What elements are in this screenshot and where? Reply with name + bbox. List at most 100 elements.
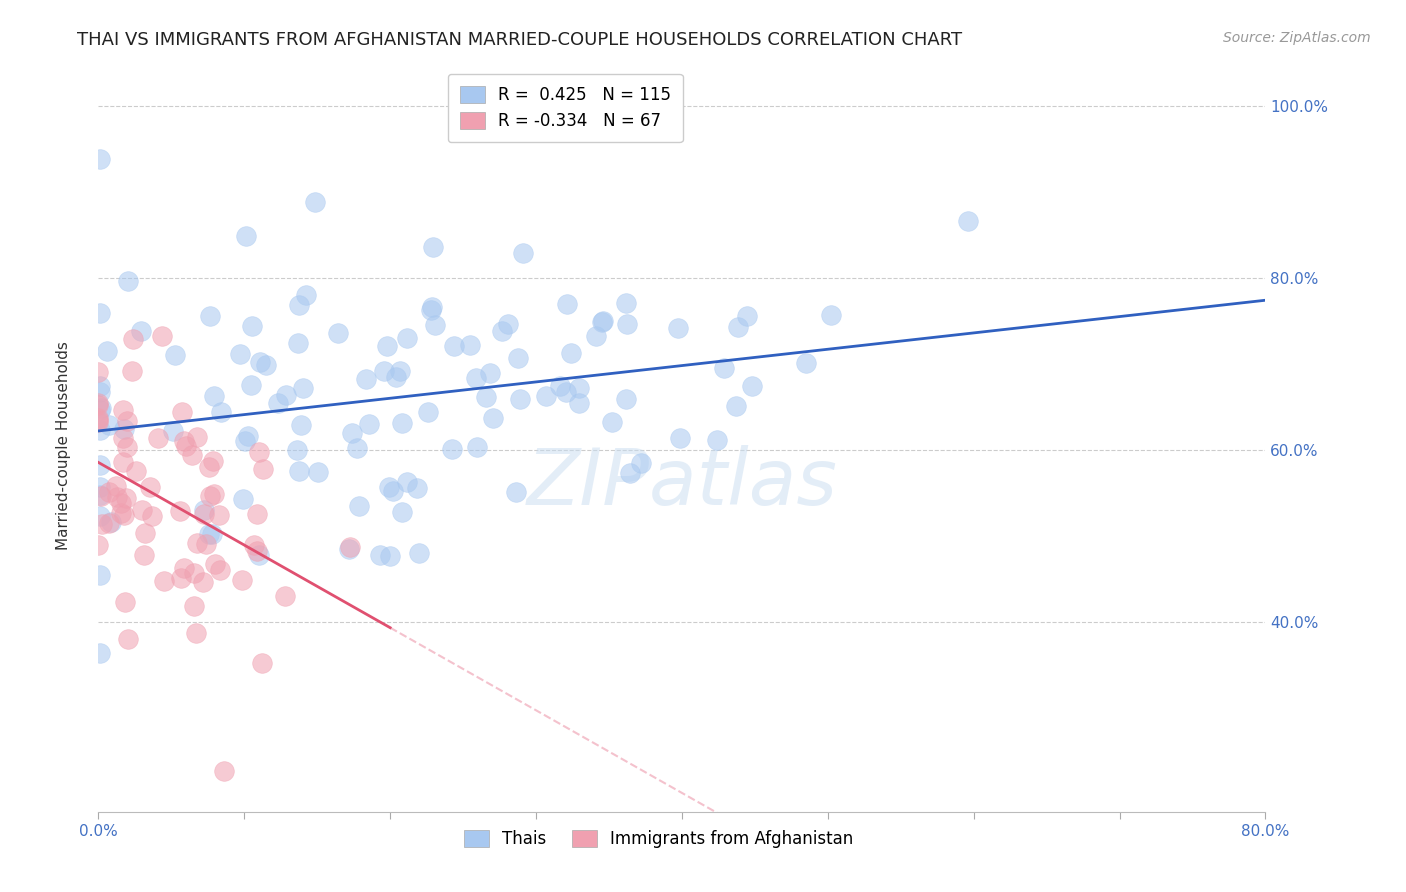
Point <box>180 448 202 462</box>
Point <box>505 484 527 499</box>
Point <box>110 496 132 510</box>
Point <box>235 228 257 243</box>
Point <box>560 346 582 360</box>
Point <box>725 400 748 414</box>
Point <box>498 317 520 331</box>
Point <box>141 508 163 523</box>
Point <box>114 595 136 609</box>
Point <box>425 318 447 332</box>
Point <box>794 356 817 370</box>
Point <box>105 490 128 504</box>
Point <box>368 548 391 562</box>
Point <box>482 410 505 425</box>
Point <box>183 599 205 614</box>
Point <box>150 328 173 343</box>
Point <box>111 403 134 417</box>
Point <box>229 347 252 361</box>
Point <box>231 573 253 587</box>
Point <box>112 508 135 522</box>
Point <box>209 563 232 577</box>
Point <box>378 480 401 494</box>
Point <box>104 479 127 493</box>
Point <box>89 306 111 320</box>
Point <box>614 295 637 310</box>
Point <box>112 455 135 469</box>
Point <box>97 516 120 530</box>
Point <box>198 309 221 323</box>
Point <box>194 537 217 551</box>
Point <box>89 480 111 494</box>
Point <box>89 423 111 437</box>
Point <box>287 336 309 351</box>
Point <box>443 339 465 353</box>
Point <box>90 401 112 415</box>
Point <box>87 411 110 425</box>
Point <box>419 302 441 317</box>
Point <box>375 339 398 353</box>
Point <box>616 318 638 332</box>
Point <box>287 464 309 478</box>
Point <box>89 378 111 392</box>
Point <box>162 424 184 438</box>
Point <box>165 348 187 362</box>
Point <box>478 366 501 380</box>
Point <box>669 431 692 445</box>
Point <box>153 574 176 588</box>
Point <box>138 480 160 494</box>
Point <box>173 434 195 448</box>
Point <box>100 515 122 529</box>
Point <box>304 194 326 209</box>
Point <box>554 384 576 399</box>
Point <box>254 358 277 372</box>
Point <box>600 415 623 429</box>
Text: Married-couple Households: Married-couple Households <box>56 342 70 550</box>
Point <box>89 488 111 502</box>
Point <box>90 517 112 532</box>
Point <box>307 465 329 479</box>
Point <box>183 566 205 580</box>
Point <box>267 396 290 410</box>
Point <box>568 396 591 410</box>
Point <box>346 441 368 455</box>
Point <box>337 541 360 556</box>
Point <box>247 548 270 562</box>
Point <box>198 489 221 503</box>
Point <box>422 240 444 254</box>
Point <box>169 504 191 518</box>
Point <box>339 541 361 555</box>
Point <box>240 318 263 333</box>
Point <box>420 300 443 314</box>
Point <box>122 332 145 346</box>
Point <box>548 379 571 393</box>
Point <box>97 418 120 433</box>
Point <box>89 384 111 399</box>
Point <box>491 324 513 338</box>
Point <box>110 506 132 520</box>
Point <box>121 363 143 377</box>
Point <box>252 461 274 475</box>
Point <box>396 331 419 345</box>
Point <box>201 454 224 468</box>
Point <box>666 321 689 335</box>
Point <box>458 338 481 352</box>
Point <box>630 456 652 470</box>
Text: Source: ZipAtlas.com: Source: ZipAtlas.com <box>1223 31 1371 45</box>
Point <box>274 388 297 402</box>
Point <box>557 297 579 311</box>
Point <box>191 575 214 590</box>
Point <box>385 369 408 384</box>
Point <box>735 309 758 323</box>
Point <box>115 491 138 505</box>
Point <box>246 543 269 558</box>
Point <box>202 389 225 403</box>
Point <box>396 475 419 489</box>
Point <box>233 434 256 449</box>
Point <box>506 351 529 365</box>
Point <box>239 378 262 392</box>
Point <box>212 764 235 778</box>
Point <box>198 527 221 541</box>
Point <box>193 507 215 521</box>
Point <box>148 431 170 445</box>
Point <box>174 439 197 453</box>
Point <box>591 315 613 329</box>
